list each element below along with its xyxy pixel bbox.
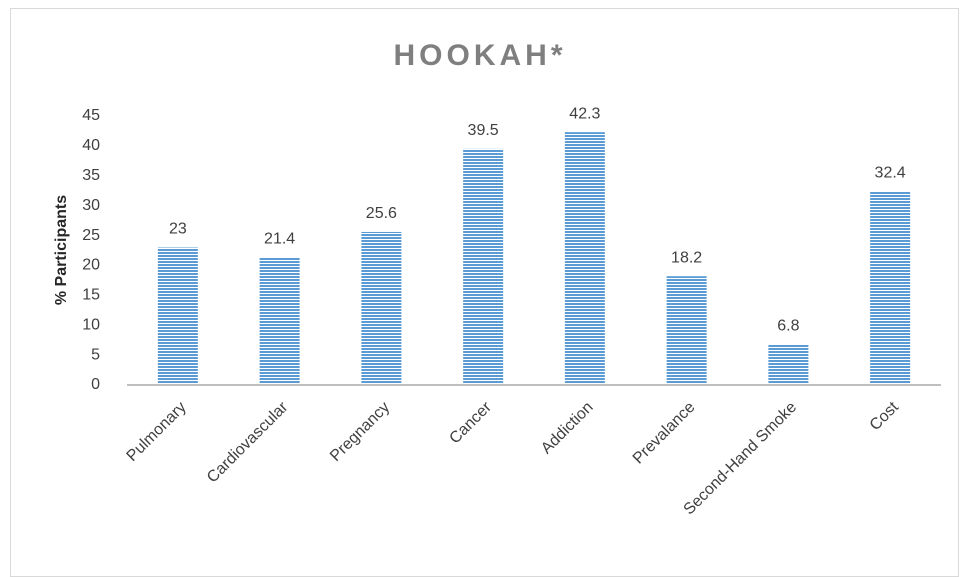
y-tick-label: 30: [82, 197, 100, 214]
value-label: 32.4: [875, 165, 906, 182]
value-label: 25.6: [366, 205, 397, 222]
value-label: 23: [169, 221, 187, 238]
y-tick-label: 15: [82, 287, 100, 304]
x-tick-label: Pregnancy: [327, 399, 393, 465]
bar: [666, 276, 707, 385]
x-tick-label: Cancer: [446, 398, 495, 447]
y-axis-label: % Participants: [53, 195, 70, 305]
chart-title: HOOKAH*: [393, 39, 566, 72]
bar: [768, 344, 809, 385]
bar: [157, 247, 198, 385]
y-tick-label: 0: [91, 376, 100, 393]
y-tick-label: 5: [91, 346, 100, 363]
y-tick-label: 35: [82, 167, 100, 184]
x-tick-label: Cost: [867, 398, 903, 434]
value-label: 42.3: [569, 105, 600, 122]
value-label: 18.2: [671, 249, 702, 266]
bar: [463, 148, 504, 385]
value-label: 21.4: [264, 230, 295, 247]
x-tick-label: Second-Hand Smoke: [681, 399, 801, 519]
y-tick-label: 25: [82, 227, 100, 244]
x-tick-label: Prevalance: [630, 399, 699, 468]
bar: [361, 231, 402, 385]
x-tick-label: Addiction: [538, 399, 597, 458]
y-tick-label: 45: [82, 107, 100, 124]
value-label: 6.8: [777, 318, 799, 335]
x-tick-label: Pulmonary: [124, 399, 190, 465]
x-tick-label: Cardiovascular: [204, 398, 292, 486]
y-tick-label: 20: [82, 257, 100, 274]
bar: [259, 257, 300, 385]
bar: [870, 191, 911, 385]
bar: [564, 132, 605, 385]
value-label: 39.5: [468, 122, 499, 139]
y-tick-label: 10: [82, 316, 100, 333]
y-tick-label: 40: [82, 137, 100, 154]
